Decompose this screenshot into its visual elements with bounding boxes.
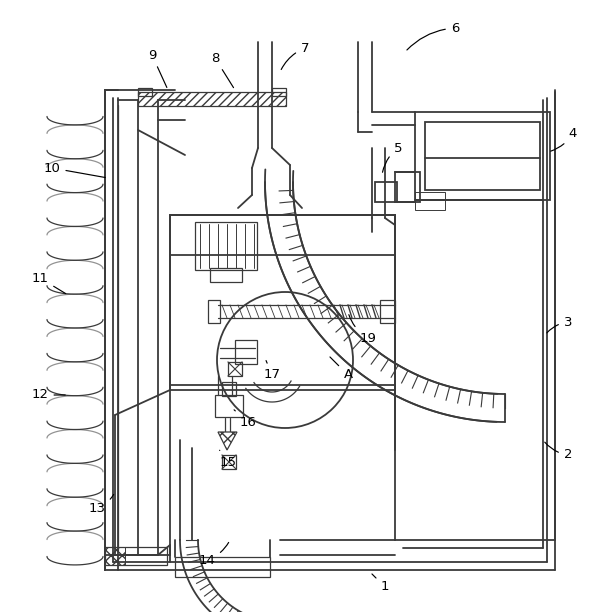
Bar — [105, 547, 125, 565]
Bar — [375, 182, 397, 202]
Bar — [228, 362, 242, 376]
Bar — [105, 547, 167, 565]
Bar — [222, 455, 236, 469]
Bar — [235, 340, 257, 364]
Polygon shape — [218, 432, 237, 450]
Text: 2: 2 — [545, 442, 573, 461]
Bar — [425, 122, 540, 190]
Text: 4: 4 — [550, 127, 577, 151]
Text: 10: 10 — [44, 162, 105, 177]
Bar — [395, 172, 420, 202]
Bar — [170, 215, 395, 390]
Text: 16: 16 — [234, 410, 256, 428]
Text: 11: 11 — [31, 272, 66, 294]
Bar — [215, 395, 243, 417]
Bar — [138, 92, 286, 106]
Bar — [415, 192, 445, 210]
Bar — [272, 88, 286, 96]
Text: 19: 19 — [349, 315, 376, 345]
Bar — [222, 382, 236, 396]
Text: 9: 9 — [148, 48, 167, 88]
Text: 13: 13 — [88, 494, 113, 515]
Bar — [195, 222, 257, 270]
Bar — [208, 300, 220, 323]
Text: 3: 3 — [547, 316, 573, 333]
Bar — [138, 88, 152, 96]
Text: 15: 15 — [219, 450, 237, 469]
Text: 14: 14 — [199, 542, 229, 567]
Text: 7: 7 — [281, 42, 309, 70]
Text: 6: 6 — [407, 21, 459, 50]
Text: 5: 5 — [383, 141, 402, 172]
Bar — [415, 112, 550, 200]
Text: 8: 8 — [211, 51, 234, 88]
Text: A: A — [330, 357, 352, 381]
Bar — [175, 557, 270, 577]
Bar — [380, 300, 395, 323]
Text: 17: 17 — [264, 360, 281, 381]
Text: 1: 1 — [372, 574, 389, 594]
Bar — [210, 268, 242, 282]
Text: 12: 12 — [31, 389, 65, 401]
